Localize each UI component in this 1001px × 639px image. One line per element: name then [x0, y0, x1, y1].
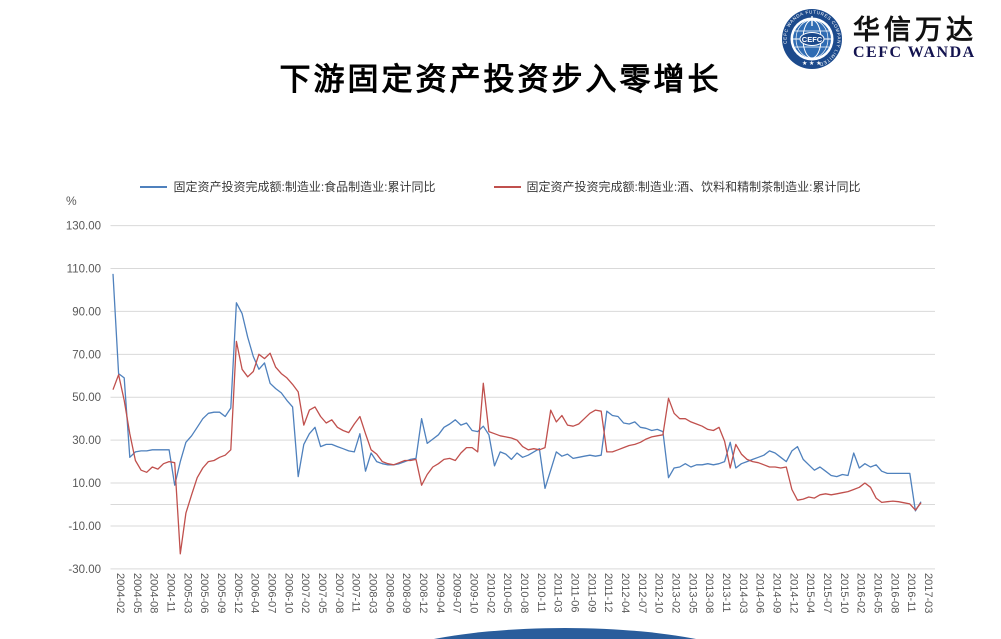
x-axis-label: 2008-06 — [383, 573, 395, 613]
series-line-1 — [112, 340, 922, 555]
y-axis-label: 130.00 — [66, 221, 101, 233]
x-axis-label: 2016-05 — [871, 573, 883, 613]
x-axis-label: 2008-03 — [366, 573, 378, 613]
x-axis-label: 2009-04 — [434, 573, 446, 613]
x-axis-label: 2017-03 — [922, 573, 934, 613]
y-axis-label: -30.00 — [68, 564, 101, 576]
company-logo: CEFC CEFC WANDA FUTURES COMPANY LIMITED … — [781, 8, 977, 70]
x-axis-label: 2012-10 — [653, 573, 665, 613]
x-axis-label: 2013-02 — [669, 573, 681, 613]
x-axis-label: 2012-07 — [636, 573, 648, 613]
x-axis-label: 2005-03 — [181, 573, 193, 613]
x-axis-label: 2009-07 — [451, 573, 463, 613]
legend-line-swatch-blue — [140, 185, 168, 188]
x-axis-label: 2004-11 — [164, 573, 176, 613]
x-axis-label: 2015-04 — [804, 573, 816, 613]
x-axis-label: 2015-10 — [838, 573, 850, 613]
company-seal-icon: CEFC CEFC WANDA FUTURES COMPANY LIMITED … — [782, 9, 842, 69]
x-axis-label: 2013-05 — [686, 573, 698, 613]
x-axis-label: 2012-04 — [619, 573, 631, 613]
x-axis-label: 2011-09 — [585, 573, 597, 613]
x-axis-label: 2010-02 — [484, 573, 496, 613]
x-axis-label: 2016-11 — [905, 573, 917, 613]
series-line-0 — [112, 273, 922, 512]
seal-star-icon: ★ ★ ★ — [802, 60, 821, 67]
x-axis-label: 2005-06 — [198, 573, 210, 613]
seal-center-text: CEFC — [802, 35, 823, 44]
y-axis-unit-label: % — [66, 194, 77, 208]
chart-legend: 固定资产投资完成额:制造业:食品制造业:累计同比 固定资产投资完成额:制造业:酒… — [0, 178, 1001, 195]
x-axis-label: 2004-05 — [131, 573, 143, 613]
x-axis-label: 2007-11 — [350, 573, 362, 613]
legend-label: 固定资产投资完成额:制造业:酒、饮料和精制茶制造业:累计同比 — [526, 180, 861, 194]
x-axis-label: 2016-02 — [855, 573, 867, 613]
x-axis-label: 2005-09 — [215, 573, 227, 613]
x-axis-label: 2008-09 — [400, 573, 412, 613]
x-axis-label: 2005-12 — [232, 573, 244, 613]
x-axis-label: 2010-05 — [501, 573, 513, 613]
x-axis-label: 2014-12 — [787, 573, 799, 613]
x-axis-label: 2008-12 — [417, 573, 429, 613]
x-axis-label: 2007-02 — [299, 573, 311, 613]
x-axis-label: 2016-08 — [888, 573, 900, 613]
x-axis-label: 2014-09 — [770, 573, 782, 613]
x-axis-label: 2014-06 — [754, 573, 766, 613]
y-axis-label: 10.00 — [72, 478, 101, 490]
y-axis-label: 30.00 — [72, 435, 101, 447]
logo-name-cn: 华信万达 — [853, 15, 977, 46]
x-axis-label: 2007-05 — [316, 573, 328, 613]
bottom-decor-ellipse — [365, 628, 765, 639]
chart-title: 下游固定资产投资步入零增长 — [279, 62, 722, 97]
x-axis-label: 2004-08 — [148, 573, 160, 613]
x-axis-label: 2006-04 — [249, 573, 261, 613]
y-axis-label: 110.00 — [67, 264, 101, 276]
x-axis-label: 2011-12 — [602, 573, 614, 613]
legend-line-swatch-red — [493, 185, 521, 188]
legend-label: 固定资产投资完成额:制造业:食品制造业:累计同比 — [173, 180, 436, 194]
y-axis-label: -10.00 — [68, 521, 101, 533]
logo-name-en: CEFC WANDA — [853, 43, 976, 61]
x-axis-label: 2010-11 — [535, 573, 547, 613]
x-axis-label: 2011-03 — [552, 573, 564, 613]
legend-item-food-manufacturing: 固定资产投资完成额:制造业:食品制造业:累计同比 — [140, 178, 436, 195]
x-axis-label: 2013-08 — [703, 573, 715, 613]
x-axis-label: 2011-06 — [568, 573, 580, 613]
legend-item-beverage-tea-manufacturing: 固定资产投资完成额:制造业:酒、饮料和精制茶制造业:累计同比 — [493, 178, 861, 195]
x-axis-label: 2006-10 — [282, 573, 294, 613]
x-axis-label: 2004-02 — [114, 573, 126, 613]
x-axis-label: 2007-08 — [333, 573, 345, 613]
y-axis-label: 50.00 — [72, 392, 101, 404]
x-axis-label: 2013-11 — [720, 573, 732, 613]
x-axis-label: 2009-10 — [467, 573, 479, 613]
x-axis-label: 2010-08 — [518, 573, 530, 613]
x-axis-label: 2006-07 — [265, 573, 277, 613]
y-axis-label: 70.00 — [72, 349, 101, 361]
y-axis-label: 90.00 — [72, 306, 101, 318]
x-axis-label: 2014-03 — [737, 573, 749, 613]
x-axis-label: 2015-07 — [821, 573, 833, 613]
